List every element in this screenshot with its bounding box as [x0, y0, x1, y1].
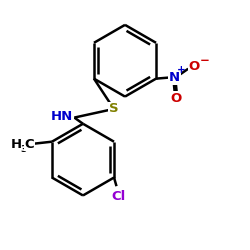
Text: C: C [25, 138, 34, 151]
Text: HN: HN [51, 110, 73, 123]
Text: −: − [199, 54, 209, 66]
Text: Cl: Cl [112, 190, 126, 202]
Text: +: + [177, 65, 186, 75]
Text: S: S [109, 102, 119, 116]
Text: N: N [169, 71, 180, 84]
Text: 3: 3 [20, 145, 26, 154]
Text: O: O [188, 60, 200, 73]
Text: O: O [170, 92, 181, 105]
Text: H: H [11, 138, 22, 151]
